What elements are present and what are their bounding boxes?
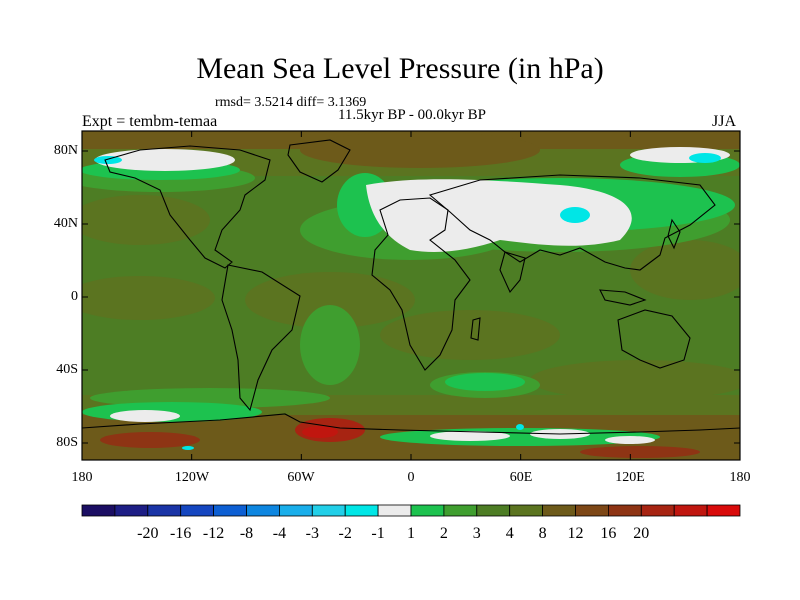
lon-label-0: 0: [408, 470, 415, 485]
colorbar-box-3: [180, 504, 214, 517]
colorbar-label-9: 2: [440, 525, 448, 542]
subtitle: 11.5kyr BP - 00.0kyr BP: [337, 107, 487, 123]
colorbar-label-10: 3: [473, 525, 481, 542]
colorbar-label-8: 1: [407, 525, 415, 542]
lat-label-80n: 80N: [54, 143, 78, 158]
colorbar-label-15: 20: [633, 525, 649, 542]
colorbar-label-13: 12: [568, 525, 584, 542]
colorbar-label-12: 8: [539, 525, 547, 542]
colorbar-label-5: -3: [306, 525, 319, 542]
colorbar-box-15: [575, 504, 609, 517]
colorbar-box-11: [443, 504, 478, 517]
axis-ticks: [81, 131, 741, 460]
colorbar-label-0: -20: [137, 525, 158, 542]
lon-label-60w: 60W: [287, 470, 315, 485]
coastlines: [81, 139, 741, 435]
colorbar-box-18: [673, 504, 708, 517]
lon-label-120w: 120W: [175, 470, 210, 485]
colorbar-label-7: -1: [371, 525, 384, 542]
season-label: JJA: [712, 113, 737, 130]
map-field: [82, 131, 740, 460]
colorbar-label-6: -2: [339, 525, 352, 542]
experiment-label: Expt = tembm-temaa: [82, 113, 218, 130]
lat-label-40n: 40N: [54, 216, 78, 231]
coastline-japan: [667, 218, 681, 250]
coastline-antarctica: [81, 413, 741, 435]
colorbar-box-4: [213, 504, 247, 517]
colorbar-box-9: [377, 504, 412, 517]
coastline-australia: [617, 309, 691, 369]
colorbar-box-17: [640, 504, 675, 517]
lon-label-120e: 120E: [615, 470, 645, 485]
coastline-india: [499, 251, 526, 294]
coastline-north-america: [104, 145, 271, 269]
colorbar-label-1: -16: [170, 525, 191, 542]
coastline-madagascar: [470, 317, 481, 341]
colorbar-box-13: [509, 504, 544, 517]
colorbar-label-3: -8: [240, 525, 253, 542]
colorbar-box-19: [706, 504, 741, 517]
colorbar-box-12: [476, 504, 511, 517]
map-title: Mean Sea Level Pressure (in hPa): [196, 52, 604, 85]
lat-label-40s: 40S: [56, 362, 78, 377]
lat-label-80s: 80S: [56, 435, 78, 450]
colorbar-box-6: [278, 504, 313, 517]
coastline-asia: [428, 174, 716, 271]
colorbar-box-8: [344, 504, 379, 517]
colorbar-box-0: [81, 504, 116, 517]
colorbar-label-14: 16: [600, 525, 616, 542]
colorbar-box-16: [608, 504, 642, 517]
coastline-greenland: [287, 139, 351, 183]
colorbar-label-4: -4: [273, 525, 286, 542]
colorbar-box-5: [246, 504, 280, 517]
colorbar: [81, 504, 741, 517]
colorbar-box-14: [542, 504, 576, 517]
coastline-indonesia: [599, 289, 647, 306]
lon-label-60e: 60E: [510, 470, 533, 485]
colorbar-box-2: [147, 504, 182, 517]
colorbar-box-7: [311, 504, 346, 517]
colorbar-box-10: [410, 504, 445, 517]
lon-label-180w: 180: [72, 470, 93, 485]
colorbar-labels: -20 -16 -12 -8 -4 -3 -2 -1 1 2 3 4 8 12 16 20: [137, 525, 649, 542]
colorbar-label-2: -12: [203, 525, 224, 542]
lon-label-180e: 180: [730, 470, 751, 485]
stats-text: rmsd= 3.5214 diff= 3.1369: [215, 95, 367, 110]
lat-label-0: 0: [71, 289, 78, 304]
colorbar-box-1: [114, 504, 149, 517]
coastline-south-america: [221, 264, 301, 412]
colorbar-label-11: 4: [506, 525, 514, 542]
